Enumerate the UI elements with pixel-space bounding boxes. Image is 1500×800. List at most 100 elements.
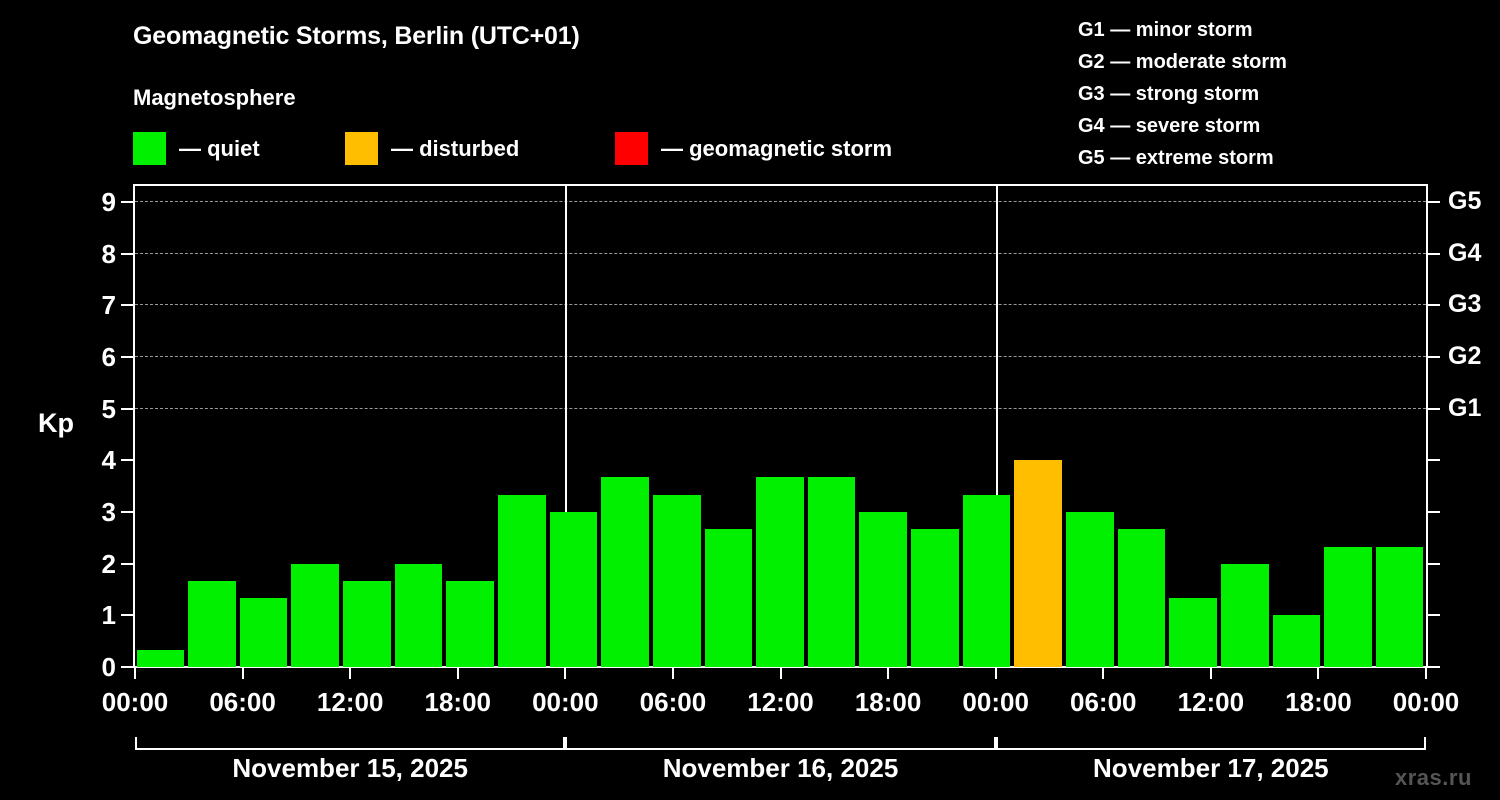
page-title: Geomagnetic Storms, Berlin (UTC+01) (133, 22, 580, 50)
bar (652, 494, 701, 667)
day-bracket-2 (565, 737, 996, 750)
y-tick-mark-7 (121, 304, 133, 307)
bar (136, 649, 185, 667)
x-tick-label-3: 18:00 (424, 687, 492, 717)
bar (756, 477, 804, 667)
bar (188, 580, 236, 667)
x-tick-label-9: 06:00 (1070, 687, 1137, 717)
bar-series (135, 186, 1426, 667)
g-axis-tick-G2 (1428, 356, 1440, 358)
bar (859, 512, 908, 667)
y-tick-label-7: 7 (101, 290, 116, 321)
bar (601, 477, 649, 667)
bar (497, 494, 546, 667)
legend-label: — disturbed (391, 135, 520, 161)
section-label: Magnetosphere (133, 85, 296, 110)
x-tick-label-8: 00:00 (962, 687, 1029, 717)
g-legend-row-3: G3 — strong storm (1078, 83, 1260, 105)
x-tick-label-1: 06:00 (209, 687, 276, 717)
day-label-1: November 15, 2025 (232, 753, 468, 783)
right-minor-tick-3 (1428, 511, 1440, 513)
x-tick-mark-9 (1102, 668, 1105, 679)
x-tick-mark-10 (1209, 668, 1212, 679)
day-label-3: November 17, 2025 (1093, 753, 1329, 783)
x-tick-mark-5 (671, 668, 674, 679)
gridline-kp-6 (135, 356, 1426, 357)
bar (549, 512, 598, 667)
x-tick-mark-12 (1425, 668, 1427, 679)
y-tick-label-6: 6 (101, 342, 116, 372)
bar (1272, 615, 1321, 667)
right-minor-tick-4 (1428, 459, 1440, 462)
g-scale-legend: G1 — minor storm G2 — moderate storm G3 — … (1078, 14, 1287, 174)
legend-swatch-geomagnetic-storm-icon (615, 132, 648, 165)
x-tick-label-11: 18:00 (1285, 687, 1352, 717)
gridline-kp-5 (135, 407, 1426, 409)
bar (962, 494, 1011, 667)
g-axis-tick-G5 (1428, 201, 1440, 203)
g-legend-row-5: G5 — extreme storm (1078, 147, 1274, 169)
plot-area (133, 184, 1428, 668)
x-tick-mark-4 (564, 668, 567, 679)
x-tick-mark-1 (241, 668, 244, 679)
bar (1066, 512, 1114, 667)
y-tick-label-2: 2 (101, 548, 116, 579)
gridline-kp-9 (135, 201, 1426, 202)
bar (1324, 546, 1372, 667)
y-tick-label-4: 4 (101, 445, 116, 476)
bar (1375, 546, 1424, 667)
gridline-kp-8 (135, 252, 1426, 254)
y-tick-mark-6 (121, 356, 133, 358)
x-tick-mark-0 (134, 668, 136, 679)
y-tick-mark-8 (121, 252, 133, 255)
g-legend-row-2: G2 — moderate storm (1078, 51, 1287, 73)
x-tick-mark-8 (994, 668, 997, 679)
g-legend-row-1: G1 — minor storm (1078, 19, 1253, 41)
y-tick-mark-2 (121, 562, 133, 565)
g-legend-row-4: G4 — severe storm (1078, 115, 1261, 137)
bar (291, 563, 340, 667)
x-tick-mark-2 (349, 668, 352, 679)
day-label-2: November 16, 2025 (662, 753, 899, 783)
y-tick-label-0: 0 (101, 652, 116, 682)
x-tick-label-6: 12:00 (747, 687, 814, 717)
x-tick-label-7: 18:00 (854, 687, 922, 717)
right-minor-tick-1 (1428, 614, 1440, 617)
g-axis-tick-G1 (1428, 407, 1440, 410)
bar (343, 580, 391, 667)
bar (1169, 598, 1217, 667)
right-minor-tick-0 (1428, 666, 1440, 668)
y-tick-label-9: 9 (101, 187, 116, 217)
x-tick-mark-7 (887, 668, 890, 679)
bar (1117, 529, 1166, 667)
legend-label: — geomagnetic storm (661, 135, 893, 161)
x-tick-label-0: 00:00 (101, 687, 169, 717)
y-tick-mark-9 (121, 201, 133, 203)
bar (911, 529, 959, 667)
g-axis-label-G2: G2 (1448, 342, 1482, 370)
y-tick-mark-4 (121, 459, 133, 462)
day-bracket-3 (995, 737, 1426, 750)
y-tick-mark-5 (121, 407, 133, 410)
y-tick-label-8: 8 (101, 238, 116, 269)
day-divider-1 (565, 186, 568, 666)
x-tick-label-10: 12:00 (1177, 687, 1245, 717)
x-tick-label-4: 00:00 (532, 687, 599, 717)
x-tick-label-5: 06:00 (639, 687, 707, 717)
g-axis-label-G1: G1 (1448, 393, 1482, 422)
y-tick-label-3: 3 (101, 497, 116, 527)
y-tick-mark-0 (121, 666, 133, 668)
g-axis-label-G4: G4 (1448, 238, 1482, 267)
bar (1220, 563, 1269, 667)
bar (704, 529, 753, 667)
x-tick-label-2: 12:00 (316, 687, 384, 717)
right-minor-tick-2 (1428, 562, 1440, 565)
day-divider-2 (995, 186, 998, 666)
g-axis-tick-G3 (1428, 304, 1440, 307)
y-axis-title: Kp (38, 408, 74, 438)
y-tick-mark-1 (121, 614, 133, 617)
watermark: xras.ru (1395, 765, 1472, 790)
gridline-kp-7 (135, 304, 1426, 306)
g-axis-label-G3: G3 (1448, 290, 1482, 319)
legend-label: — quiet (179, 135, 260, 161)
